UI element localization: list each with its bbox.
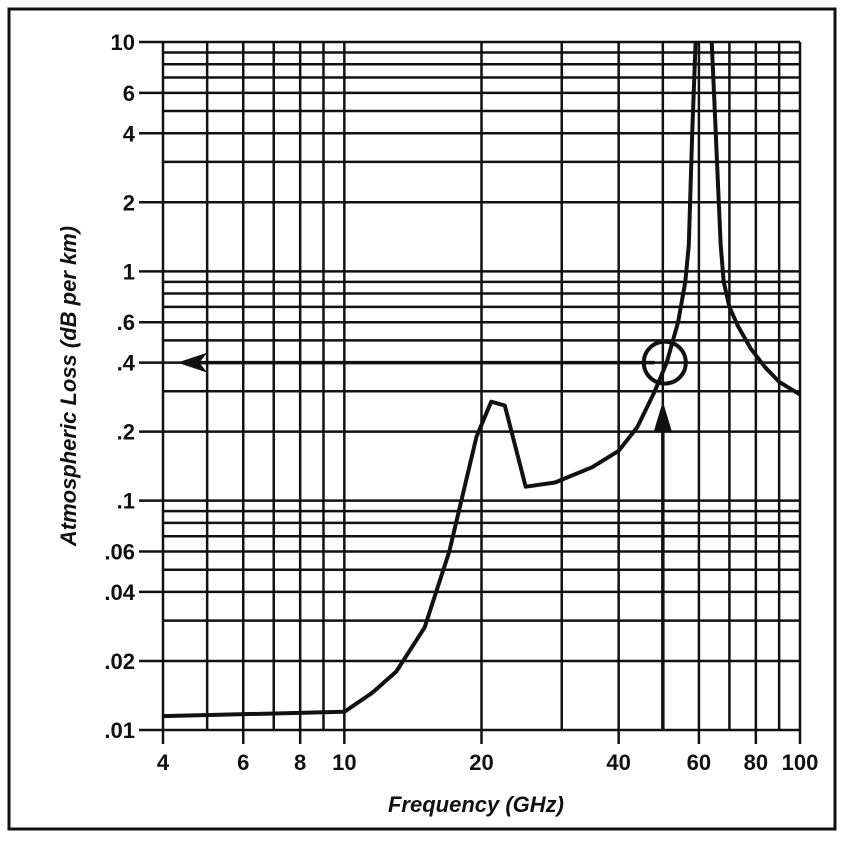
arrow-up-head-icon	[653, 401, 672, 432]
x-tick-label: 100	[782, 750, 819, 775]
y-tick-label: .01	[104, 718, 135, 743]
series	[162, 41, 802, 719]
x-tick-label: 20	[469, 750, 493, 775]
y-tick-label: .2	[117, 420, 135, 445]
arrow-left-head-icon	[177, 352, 208, 373]
annotations	[177, 339, 688, 730]
grid	[161, 40, 802, 732]
y-tick-label: .1	[117, 489, 135, 514]
y-tick-label: .04	[104, 580, 135, 605]
y-tick-label: .06	[104, 540, 135, 565]
x-tick-label: 8	[294, 750, 306, 775]
y-tick-label: 6	[123, 81, 135, 106]
x-tick-label: 10	[332, 750, 356, 775]
x-tick-label: 40	[606, 750, 630, 775]
y-tick-label: 10	[111, 30, 135, 55]
ticks: 4 6 8 10 20 40 60 80 100 10 6 4 2 1 .6 .4 .2 .1 .06 .04 .02.…	[104, 30, 818, 775]
x-tick-label: 4	[157, 750, 170, 775]
y-tick-label: 2	[123, 190, 135, 215]
series-line	[162, 41, 698, 719]
x-tick-label: 6	[237, 750, 249, 775]
x-axis-label: Frequency (GHz)	[388, 792, 564, 817]
y-tick-label: 4	[123, 121, 136, 146]
y-tick-label: 1	[123, 259, 135, 284]
x-tick-label: 60	[687, 750, 711, 775]
series-line	[709, 41, 802, 397]
y-tick-label: .6	[117, 310, 135, 335]
y-tick-label: .4	[117, 351, 136, 376]
y-axis-label: Atmospheric Loss (dB per km)	[56, 226, 81, 547]
x-tick-label: 80	[744, 750, 768, 775]
frame-border	[7, 7, 837, 831]
y-tick-label: .02	[104, 649, 135, 674]
